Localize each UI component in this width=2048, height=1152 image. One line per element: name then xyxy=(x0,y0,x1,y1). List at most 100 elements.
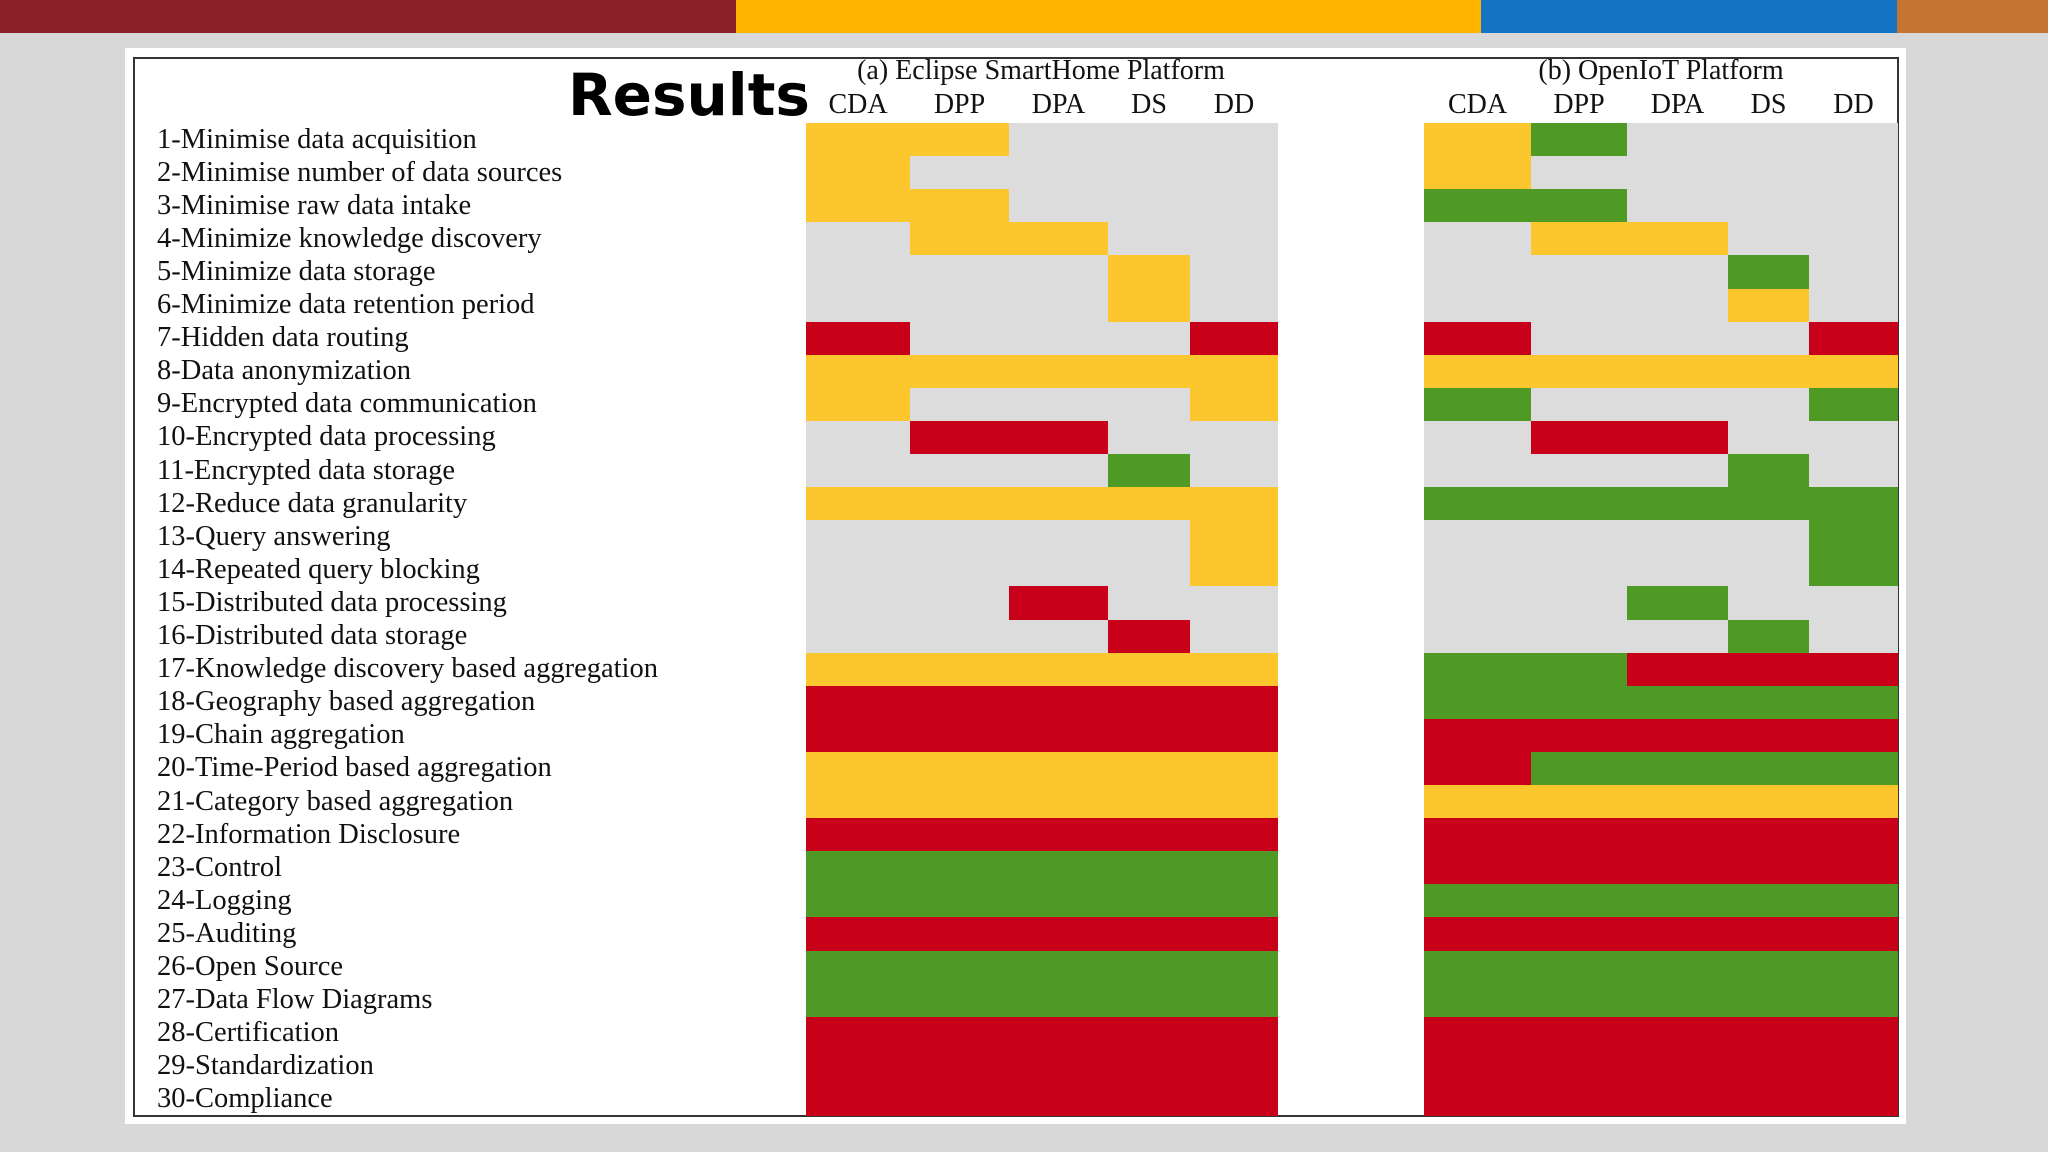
row-label: 4-Minimize knowledge discovery xyxy=(157,222,542,254)
heatmap-cell xyxy=(1627,123,1728,156)
heatmap-cell xyxy=(1531,421,1627,454)
heatmap-cell xyxy=(1809,322,1898,355)
heatmap-cell xyxy=(1531,123,1627,156)
heatmap-cell xyxy=(1728,984,1809,1017)
heatmap-cell xyxy=(1809,255,1898,289)
heatmap-cell xyxy=(1009,454,1108,487)
heatmap-cell xyxy=(1009,917,1108,951)
heatmap-cell xyxy=(806,917,910,951)
heatmap-cell xyxy=(1108,487,1190,520)
column-header: DPA xyxy=(1650,89,1705,120)
heatmap-cell xyxy=(1809,189,1898,222)
heatmap-cell xyxy=(1190,818,1278,851)
heatmap-cell xyxy=(1809,653,1898,686)
heatmap-cell xyxy=(1190,255,1278,289)
heatmap-cell xyxy=(1728,1050,1809,1083)
heatmap-cell xyxy=(1424,686,1531,719)
heatmap-cell xyxy=(1627,1017,1728,1050)
header-band-segment-3 xyxy=(1481,0,1897,33)
column-header: CDA xyxy=(828,89,888,120)
heatmap-cell xyxy=(1531,355,1627,388)
heatmap-cell xyxy=(1009,355,1108,388)
heatmap-cell xyxy=(806,487,910,520)
heatmap-cell xyxy=(910,951,1009,984)
row-label: 23-Control xyxy=(157,851,283,883)
heatmap-cell xyxy=(1627,984,1728,1017)
heatmap-cell xyxy=(1190,520,1278,553)
heatmap-cell xyxy=(1108,686,1190,719)
heatmap-cell xyxy=(910,719,1009,752)
heatmap-cell xyxy=(1190,917,1278,951)
heatmap-cell xyxy=(1108,1050,1190,1083)
row-label: 25-Auditing xyxy=(157,917,297,949)
heatmap-cell xyxy=(910,1083,1009,1116)
heatmap-cell xyxy=(910,851,1009,884)
heatmap-cell xyxy=(1809,686,1898,719)
heatmap-cell xyxy=(1531,553,1627,586)
heatmap-cell xyxy=(1424,586,1531,620)
heatmap-cell xyxy=(1009,222,1108,255)
heatmap-cell xyxy=(1809,851,1898,884)
row-label: 3-Minimise raw data intake xyxy=(157,189,472,221)
row-label: 15-Distributed data processing xyxy=(157,586,507,618)
heatmap-cell xyxy=(1531,586,1627,620)
heatmap-cell xyxy=(1809,984,1898,1017)
column-header: DPA xyxy=(1031,89,1086,120)
heatmap-cell xyxy=(910,1017,1009,1050)
heatmap-cell xyxy=(1627,917,1728,951)
heatmap-cell xyxy=(1627,222,1728,255)
heatmap-cell xyxy=(1531,653,1627,686)
heatmap-cell xyxy=(1108,388,1190,421)
heatmap-cell xyxy=(1531,520,1627,553)
heatmap-cell xyxy=(1728,255,1809,289)
heatmap-cell xyxy=(1424,752,1531,785)
heatmap-cell xyxy=(1627,686,1728,719)
heatmap-cell xyxy=(1190,951,1278,984)
heatmap-cell xyxy=(1531,884,1627,917)
heatmap-cell xyxy=(1190,322,1278,355)
heatmap-cell xyxy=(1809,1017,1898,1050)
heatmap-cell xyxy=(1009,884,1108,917)
heatmap-cell xyxy=(1424,818,1531,851)
heatmap-cell xyxy=(1809,553,1898,586)
heatmap-cell xyxy=(1108,586,1190,620)
heatmap-cell xyxy=(1424,553,1531,586)
heatmap-cell xyxy=(1728,322,1809,355)
heatmap-cell xyxy=(1190,388,1278,421)
row-label: 24-Logging xyxy=(157,884,292,916)
heatmap-cell xyxy=(1627,653,1728,686)
column-header: DPP xyxy=(1553,89,1605,120)
heatmap-cell xyxy=(806,818,910,851)
heatmap-cell xyxy=(1728,388,1809,421)
heatmap-cell xyxy=(1009,785,1108,818)
row-label: 12-Reduce data granularity xyxy=(157,487,468,519)
column-header: DPP xyxy=(933,89,986,120)
heatmap-cell xyxy=(1108,454,1190,487)
column-header: DD xyxy=(1213,89,1255,120)
heatmap-cell xyxy=(1809,156,1898,189)
heatmap-cell xyxy=(1190,586,1278,620)
heatmap-cell xyxy=(910,752,1009,785)
heatmap-cell xyxy=(1627,1083,1728,1116)
heatmap-cell xyxy=(1531,156,1627,189)
heatmap-cell xyxy=(910,553,1009,586)
heatmap-cell xyxy=(1728,289,1809,322)
heatmap-cell xyxy=(1190,222,1278,255)
heatmap-cell xyxy=(806,388,910,421)
heatmap-cell xyxy=(1531,1050,1627,1083)
column-header: DD xyxy=(1833,89,1874,120)
heatmap-cell xyxy=(1728,620,1809,653)
heatmap-cell xyxy=(1627,388,1728,421)
row-label: 29-Standardization xyxy=(157,1050,374,1082)
heatmap-cell xyxy=(1009,289,1108,322)
heatmap-cell xyxy=(1108,156,1190,189)
heatmap-cell xyxy=(910,818,1009,851)
heatmap-cell xyxy=(1190,1050,1278,1083)
row-label: 27-Data Flow Diagrams xyxy=(157,984,433,1016)
heatmap-cell xyxy=(1009,620,1108,653)
heatmap-cell xyxy=(1190,884,1278,917)
heatmap-cell xyxy=(1424,156,1531,189)
heatmap-cell xyxy=(910,123,1009,156)
heatmap-cell xyxy=(1531,785,1627,818)
heatmap-cell xyxy=(910,189,1009,222)
